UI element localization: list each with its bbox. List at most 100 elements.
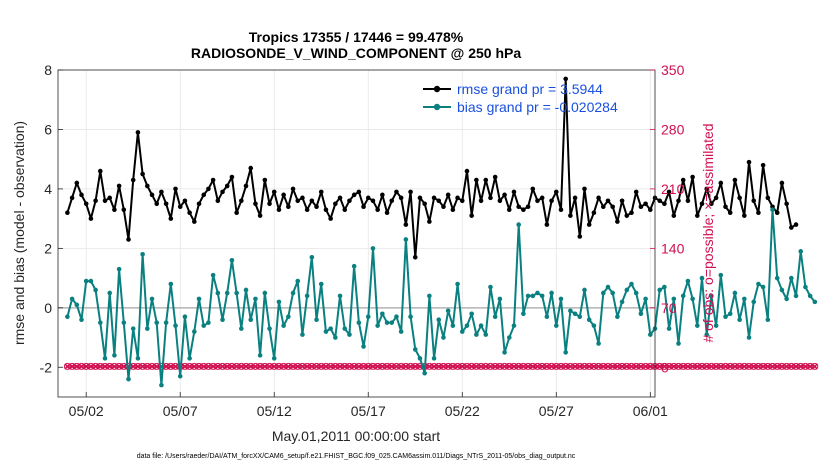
series-point-bias — [145, 326, 150, 331]
series-point-rmse — [709, 201, 714, 207]
series-point-bias — [412, 347, 418, 352]
series-point-rmse — [224, 183, 230, 189]
series-point-bias — [107, 290, 113, 296]
obs-assimilated-marker — [792, 363, 800, 370]
series-point-rmse — [610, 204, 615, 210]
series-point-bias — [572, 311, 578, 317]
series-point-rmse — [582, 186, 587, 192]
series-point-rmse — [384, 210, 390, 215]
series-point-rmse — [732, 177, 738, 183]
series-point-rmse — [187, 210, 192, 215]
obs-possible-marker — [148, 362, 156, 370]
obs-assimilated-marker — [769, 363, 776, 370]
series-point-rmse — [318, 189, 324, 195]
obs-possible-marker — [468, 362, 476, 370]
obs-possible-marker — [750, 362, 758, 370]
series-point-rmse — [323, 207, 329, 213]
series-point-bias — [206, 320, 211, 325]
obs-possible-marker — [670, 362, 678, 370]
series-point-rmse — [126, 237, 131, 242]
x-tick-label: 05/27 — [539, 403, 574, 419]
series-point-rmse — [290, 186, 296, 192]
obs-possible-marker — [783, 362, 791, 370]
series-point-rmse — [558, 207, 564, 213]
series-point-bias — [779, 287, 785, 293]
series-point-bias — [370, 246, 376, 251]
series-point-bias — [596, 341, 601, 346]
series-point-rmse — [328, 216, 333, 221]
obs-assimilated-marker — [97, 363, 104, 370]
series-point-rmse — [713, 195, 719, 201]
obs-possible-marker — [722, 362, 730, 370]
obs-assimilated-marker — [191, 363, 198, 370]
series-point-rmse — [638, 204, 644, 210]
series-point-rmse — [464, 168, 470, 174]
obs-possible-marker — [726, 362, 734, 370]
obs-assimilated-marker — [482, 363, 489, 370]
series-point-rmse — [130, 177, 136, 183]
series-point-rmse — [789, 225, 794, 230]
obs-assimilated-marker — [120, 363, 127, 370]
obs-possible-marker — [703, 362, 711, 370]
series-point-rmse — [337, 195, 343, 201]
series-point-rmse — [192, 219, 197, 224]
obs-assimilated-marker — [266, 363, 273, 370]
obs-assimilated-marker — [233, 363, 240, 370]
obs-assimilated-marker — [661, 363, 668, 370]
y-left-tick-label: 2 — [44, 240, 52, 256]
series-point-bias — [511, 323, 517, 328]
series-point-bias — [168, 281, 174, 287]
obs-possible-marker — [270, 362, 278, 370]
obs-assimilated-marker — [802, 363, 809, 370]
series-point-rmse — [375, 207, 380, 213]
series-point-bias — [281, 323, 286, 328]
series-point-rmse — [695, 213, 700, 218]
series-point-bias — [455, 281, 460, 287]
obs-assimilated-marker — [153, 363, 160, 370]
series-point-bias — [333, 335, 338, 340]
obs-assimilated-marker — [64, 363, 71, 370]
series-point-bias — [65, 314, 70, 320]
series-point-rmse — [502, 192, 507, 198]
obs-possible-marker — [96, 362, 104, 370]
series-point-bias — [215, 290, 221, 296]
obs-assimilated-marker — [318, 363, 325, 370]
obs-possible-marker — [693, 362, 701, 370]
obs-assimilated-marker — [759, 363, 767, 370]
obs-assimilated-marker — [727, 363, 734, 370]
legend-rmse-label: rmse grand pr = 3.5944 — [457, 81, 603, 97]
obs-assimilated-marker — [529, 363, 536, 370]
series-point-bias — [267, 326, 272, 331]
obs-possible-marker — [360, 362, 368, 370]
y-left-tick-label: 8 — [44, 62, 52, 78]
series-point-bias — [149, 296, 155, 302]
series-point-bias — [403, 237, 409, 242]
legend-bias-marker — [433, 103, 441, 111]
obs-possible-marker — [698, 362, 706, 370]
series-point-rmse — [88, 216, 94, 221]
series-point-bias — [680, 293, 686, 299]
obs-possible-marker — [637, 362, 645, 370]
obs-possible-marker — [811, 362, 819, 370]
series-point-rmse — [483, 177, 489, 183]
series-point-rmse — [671, 213, 677, 218]
series-point-bias — [159, 382, 164, 388]
obs-possible-marker — [482, 362, 490, 370]
series-point-bias — [187, 356, 192, 361]
series-point-bias — [709, 293, 714, 299]
series-point-rmse — [723, 204, 728, 210]
series-point-rmse — [619, 198, 625, 204]
x-axis-label: May.01,2011 00:00:00 start — [272, 428, 440, 444]
obs-possible-marker — [463, 362, 471, 370]
obs-possible-marker — [675, 362, 683, 370]
series-point-rmse — [98, 168, 103, 174]
obs-possible-marker — [345, 362, 353, 370]
obs-possible-marker — [341, 362, 349, 370]
series-point-bias — [591, 323, 597, 328]
obs-possible-marker — [609, 362, 617, 370]
obs-assimilated-marker — [454, 363, 461, 370]
obs-assimilated-marker — [539, 363, 546, 370]
series-point-bias — [521, 311, 526, 317]
obs-possible-marker — [68, 362, 76, 370]
series-point-rmse — [140, 171, 145, 177]
